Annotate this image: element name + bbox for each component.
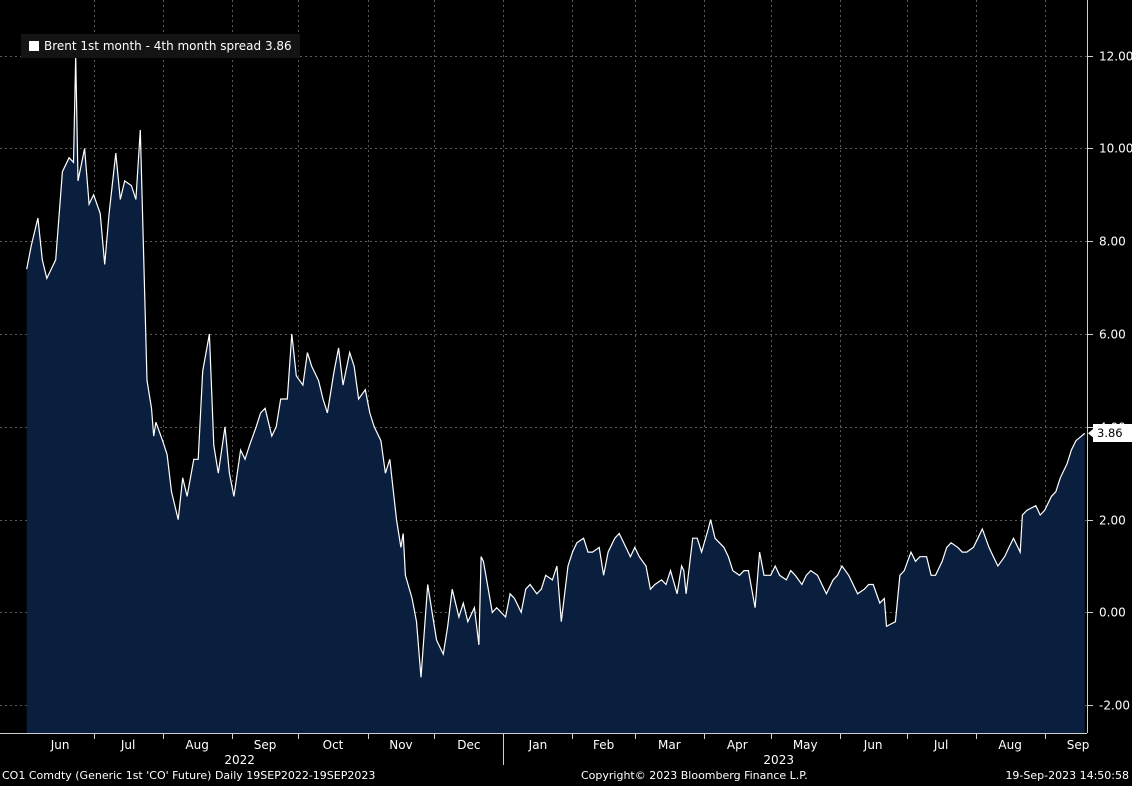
footer-ticker-info: CO1 Comdty (Generic 1st 'CO' Future) Dai…	[2, 769, 376, 782]
footer-copyright: Copyright© 2023 Bloomberg Finance L.P.	[581, 769, 808, 782]
last-value-pointer	[1088, 428, 1094, 439]
x-tick-label: May	[793, 738, 818, 752]
x-tick-label: Sep	[1067, 738, 1090, 752]
x-tick-label: Jan	[528, 738, 548, 752]
series-area	[26, 55, 1085, 733]
x-tick-label: Jul	[120, 738, 135, 752]
x-tick-label: Sep	[254, 738, 277, 752]
x-tick-label: Aug	[185, 738, 208, 752]
footer-timestamp: 19-Sep-2023 14:50:58	[1005, 769, 1129, 782]
x-tick-label: Jul	[933, 738, 948, 752]
x-tick-label: Nov	[389, 738, 412, 752]
y-tick-label: 10.00	[1099, 142, 1132, 156]
y-tick-label: 6.00	[1099, 328, 1126, 342]
x-year-label: 2023	[763, 753, 794, 767]
series-line	[26, 55, 1086, 678]
x-year-label: 2022	[224, 753, 255, 767]
chart-legend: Brent 1st month - 4th month spread 3.86	[21, 34, 300, 58]
y-tick-label: 12.00	[1099, 50, 1132, 64]
last-value-tag: 3.86	[1093, 424, 1132, 442]
y-tick-label: 2.00	[1099, 514, 1126, 528]
x-tick-label: Apr	[727, 738, 748, 752]
legend-swatch	[29, 41, 39, 51]
x-tick-label: Feb	[593, 738, 614, 752]
x-tick-label: Dec	[457, 738, 480, 752]
x-tick-label: Oct	[323, 738, 344, 752]
y-tick-label: 8.00	[1099, 235, 1126, 249]
x-tick-label: Aug	[998, 738, 1021, 752]
legend-label: Brent 1st month - 4th month spread 3.86	[44, 39, 292, 53]
x-tick-label: Mar	[658, 738, 681, 752]
y-tick-label: 0.00	[1099, 606, 1126, 620]
x-tick-label: Jun	[50, 738, 70, 752]
y-tick-label: -2.00	[1099, 699, 1130, 713]
x-tick-label: Jun	[863, 738, 883, 752]
